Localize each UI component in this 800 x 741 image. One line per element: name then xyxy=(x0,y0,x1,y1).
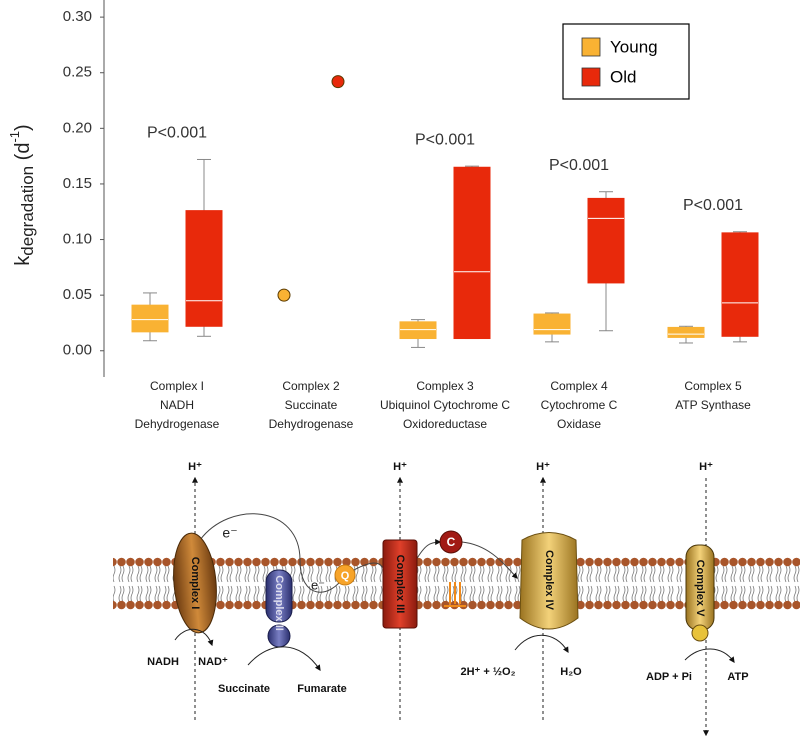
x-tick-label: Complex 3 xyxy=(416,379,474,393)
x-tick-label: Complex 4 xyxy=(550,379,608,393)
proton-label: H⁺ xyxy=(188,461,202,473)
y-label-main: k xyxy=(12,255,34,266)
complex-label: Complex IV xyxy=(543,550,555,611)
box xyxy=(721,232,759,337)
y-tick-label: 0.05 xyxy=(63,286,92,303)
point xyxy=(331,75,345,89)
x-tick-label: Complex 2 xyxy=(282,379,340,393)
ubiquinone xyxy=(334,564,356,586)
carrier-label: C xyxy=(447,535,456,549)
reaction-label: NADH xyxy=(147,656,179,668)
complex-v-subunit xyxy=(691,624,709,642)
reaction-label: Fumarate xyxy=(297,683,347,695)
reaction-label: 2H⁺ + ½O₂ xyxy=(460,666,515,678)
x-tick-label: Oxidoreductase xyxy=(403,417,487,431)
complex-iii xyxy=(382,539,418,629)
complex-label: Complex I xyxy=(189,557,201,610)
box xyxy=(453,166,491,340)
x-tick-label: Dehydrogenase xyxy=(269,417,354,431)
electron-label: e⁻ xyxy=(311,577,325,592)
legend-label: Old xyxy=(610,67,636,86)
y-tick-label: 0.15 xyxy=(63,175,92,192)
x-tick-label: ATP Synthase xyxy=(675,398,751,412)
electron-label: e⁻ xyxy=(222,525,237,541)
box-plot: kdegradation (d-1) 0.00 0.05 0.10 0.15 0.20 0… xyxy=(7,0,759,431)
box xyxy=(185,210,223,327)
reaction-arrow xyxy=(514,634,569,654)
x-tick-label: NADH xyxy=(160,398,194,412)
complex-label: Complex V xyxy=(694,560,706,618)
x-tick-label: Dehydrogenase xyxy=(135,417,220,431)
box xyxy=(587,197,625,284)
box xyxy=(131,304,169,333)
proton-label: H⁺ xyxy=(536,461,550,473)
complex-ii xyxy=(265,569,293,623)
electron-path xyxy=(461,541,518,579)
reaction-label: ADP + Pi xyxy=(646,671,692,683)
legend-swatch xyxy=(581,67,601,87)
p-value-annotation: P<0.001 xyxy=(683,197,743,214)
carrier-label: Q xyxy=(341,570,350,582)
y-label-close: ) xyxy=(12,124,34,131)
electron-path xyxy=(415,539,442,561)
y-label-unit: (d xyxy=(12,143,34,166)
y-label-subscript: degradation xyxy=(18,166,37,256)
proton-label: H⁺ xyxy=(699,461,713,473)
x-tick-label: Complex I xyxy=(150,379,204,393)
x-tick-label: Succinate xyxy=(285,398,338,412)
reaction-arrow xyxy=(684,648,735,663)
y-tick-label: 0.20 xyxy=(63,119,92,136)
legend-swatch xyxy=(581,37,601,57)
complex-label: Complex II xyxy=(273,575,285,631)
x-tick-label: Oxidase xyxy=(557,417,601,431)
x-tick-label: Complex 5 xyxy=(684,379,742,393)
point xyxy=(277,288,291,302)
complex-iv xyxy=(519,532,579,630)
complex-i xyxy=(173,532,217,634)
p-value-annotation: P<0.001 xyxy=(147,125,207,142)
reaction-arrow xyxy=(247,646,321,671)
complex-label: Complex III xyxy=(394,555,406,614)
reaction-arrow xyxy=(174,628,214,647)
reaction-label: H₂O xyxy=(560,666,582,678)
x-tick-label: Ubiquinol Cytochrome C xyxy=(380,398,510,412)
box xyxy=(533,313,571,335)
cytochrome-c xyxy=(439,530,463,554)
box xyxy=(667,326,705,338)
proton-label: H⁺ xyxy=(393,461,407,473)
x-tick-label: Cytochrome C xyxy=(541,398,618,412)
legend-label: Young xyxy=(610,37,658,56)
cyt-c-anchor xyxy=(444,582,466,607)
reaction-label: NAD⁺ xyxy=(198,656,228,668)
y-tick-label: 0.25 xyxy=(63,64,92,81)
y-axis-label: kdegradation (d-1) xyxy=(7,124,37,265)
reaction-label: Succinate xyxy=(218,683,270,695)
y-label-superscript: -1 xyxy=(7,131,22,143)
p-value-annotation: P<0.001 xyxy=(549,157,609,174)
electron-path xyxy=(199,513,346,593)
electron-transport-diagram: H⁺ H⁺ H⁺ H⁺ e⁻ e⁻ Complex I Complex II Q… xyxy=(113,461,800,737)
legend-box xyxy=(562,23,690,100)
y-tick-label: 0.00 xyxy=(63,342,92,359)
reaction-label: ATP xyxy=(727,671,748,683)
p-value-annotation: P<0.001 xyxy=(415,131,475,148)
box xyxy=(399,321,437,340)
y-tick-label: 0.10 xyxy=(63,231,92,248)
y-tick-label: 0.30 xyxy=(63,8,92,25)
